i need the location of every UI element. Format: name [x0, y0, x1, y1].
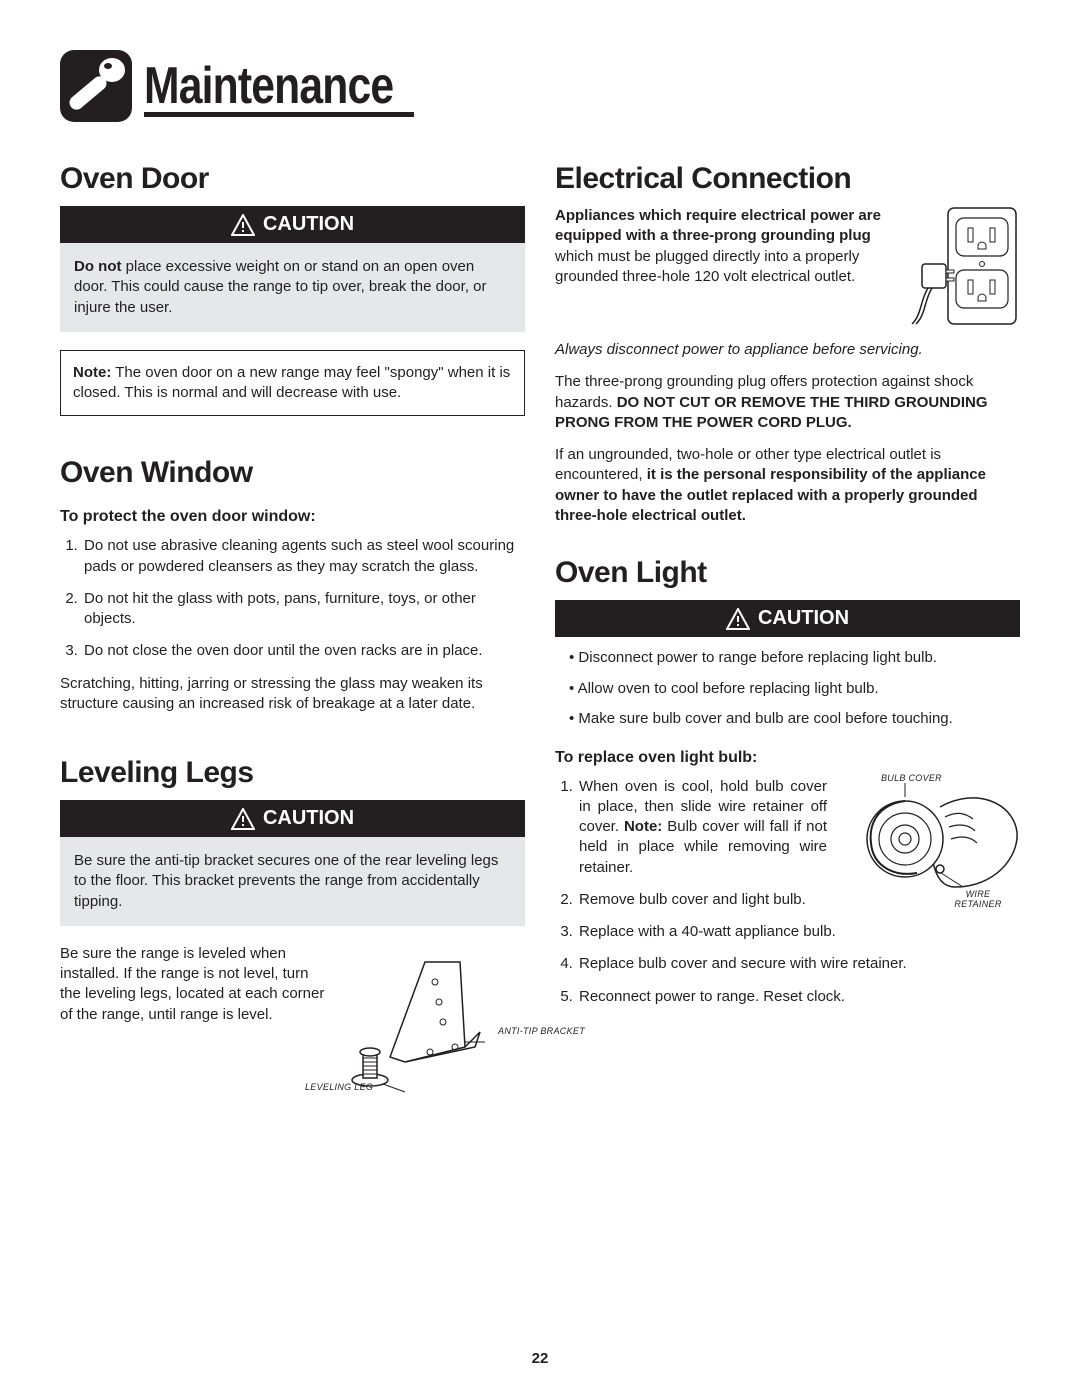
bulb-figure-wrap: BULB COVER WIRE RETAINER When oven is co…: [555, 777, 1020, 1019]
list-item: When oven is cool, hold bulb cover in pl…: [577, 777, 827, 878]
right-column: Electrical Connection: [555, 162, 1020, 1102]
oven-window-footer: Scratching, hitting, jarring or stressin…: [60, 674, 525, 715]
maintenance-icon: [60, 50, 132, 122]
oven-door-note-box: Note: The oven door on a new range may f…: [60, 350, 525, 417]
anti-tip-bracket-illustration: [335, 952, 525, 1102]
caution-bar-leveling: CAUTION: [60, 800, 525, 837]
oven-door-caution-box: Do not place excessive weight on or stan…: [60, 243, 525, 332]
outlet-illustration: [910, 206, 1020, 326]
list-item: Remove bulb cover and light bulb.: [577, 890, 827, 910]
caution-label: CAUTION: [263, 807, 354, 830]
page-title: Maintenance: [144, 56, 393, 116]
warning-icon: [231, 808, 255, 830]
leveling-figure-wrap: Be sure the range is leveled when instal…: [60, 944, 525, 1102]
caution-label: CAUTION: [263, 213, 354, 236]
replace-bulb-subhead: To replace oven light bulb:: [555, 749, 1020, 767]
caution-bar-oven-door: CAUTION: [60, 206, 525, 243]
list-item: Disconnect power to range before replaci…: [569, 647, 1020, 670]
oven-window-subhead: To protect the oven door window:: [60, 508, 525, 526]
warning-icon: [231, 214, 255, 236]
page-header: Maintenance: [60, 50, 1020, 122]
electrical-para2: The three-prong grounding plug offers pr…: [555, 372, 1020, 433]
leveling-leg-label: LEVELING LEG: [305, 1082, 373, 1092]
list-item: Reconnect power to range. Reset clock.: [577, 987, 1020, 1007]
oven-door-heading: Oven Door: [60, 162, 525, 196]
anti-tip-bracket-label: ANTI-TIP BRACKET: [498, 1026, 585, 1036]
disconnect-note: Always disconnect power to appliance bef…: [555, 340, 1020, 360]
list-item: Do not use abrasive cleaning agents such…: [82, 536, 525, 577]
oven-light-bullets: Disconnect power to range before replaci…: [555, 647, 1020, 731]
caution-bar-oven-light: CAUTION: [555, 600, 1020, 637]
list-item: Do not close the oven door until the ove…: [82, 641, 525, 661]
left-column: Oven Door CAUTION Do not place excessive…: [60, 162, 525, 1102]
bulb-cover-label: BULB COVER: [881, 773, 942, 783]
oven-light-heading: Oven Light: [555, 556, 1020, 590]
list-item: Do not hit the glass with pots, pans, fu…: [82, 589, 525, 630]
page-number: 22: [0, 1350, 1080, 1367]
oven-window-heading: Oven Window: [60, 456, 525, 490]
list-item: Replace with a 40-watt appliance bulb.: [577, 922, 1020, 942]
electrical-intro-block: Appliances which require electrical powe…: [555, 206, 1020, 332]
leveling-caution-box: Be sure the anti-tip bracket secures one…: [60, 837, 525, 926]
list-item: Make sure bulb cover and bulb are cool b…: [569, 708, 1020, 731]
bulb-cover-illustration: [845, 777, 1020, 907]
leveling-body: Be sure the range is leveled when instal…: [60, 944, 330, 1025]
oven-window-list: Do not use abrasive cleaning agents such…: [60, 536, 525, 661]
leveling-legs-heading: Leveling Legs: [60, 756, 525, 790]
electrical-heading: Electrical Connection: [555, 162, 1020, 196]
wire-retainer-label: WIRE RETAINER: [948, 889, 1008, 909]
electrical-para3: If an ungrounded, two-hole or other type…: [555, 445, 1020, 526]
warning-icon: [726, 608, 750, 630]
caution-label: CAUTION: [758, 607, 849, 630]
electrical-intro-text: Appliances which require electrical powe…: [555, 207, 881, 285]
list-item: Allow oven to cool before replacing ligh…: [569, 678, 1020, 701]
list-item: Replace bulb cover and secure with wire …: [577, 954, 1020, 974]
